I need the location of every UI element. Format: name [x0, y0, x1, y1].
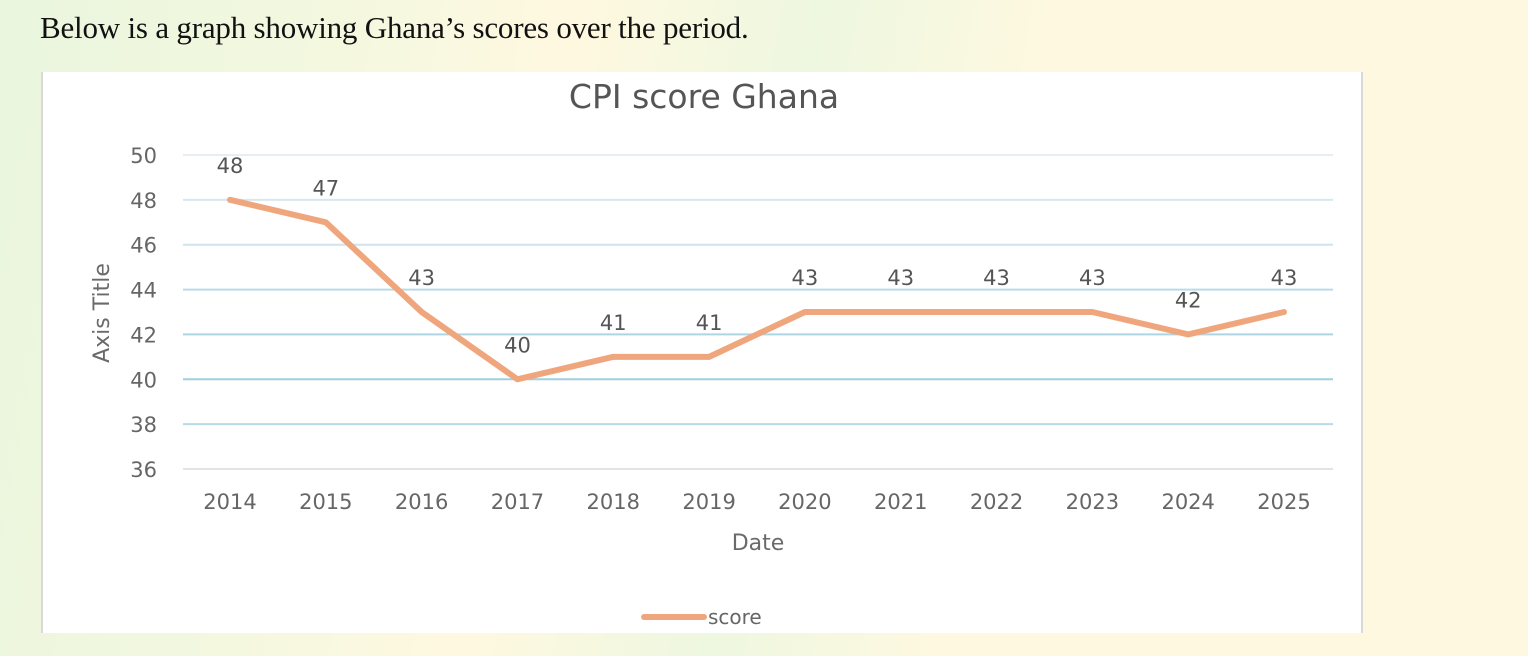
data-label: 43 — [1079, 266, 1106, 290]
chart-container: CPI score Ghana 50 48 46 44 42 40 38 36 2014 201… — [41, 72, 1363, 633]
legend-label: score — [708, 605, 762, 629]
gridlines — [183, 154, 1333, 470]
data-label: 41 — [600, 311, 627, 335]
data-label: 43 — [408, 266, 435, 290]
x-tick-label: 2015 — [299, 490, 352, 514]
y-tick-label: 36 — [130, 458, 157, 482]
y-axis-ticks: 50 48 46 44 42 40 38 36 — [130, 144, 157, 482]
x-tick-label: 2025 — [1257, 490, 1310, 514]
y-tick-label: 50 — [130, 144, 157, 168]
y-tick-label: 46 — [130, 234, 157, 258]
data-label: 43 — [983, 266, 1010, 290]
x-tick-label: 2024 — [1161, 490, 1214, 514]
data-label: 41 — [696, 311, 723, 335]
data-label: 47 — [312, 176, 339, 200]
intro-text: Below is a graph showing Ghana’s scores … — [40, 10, 749, 45]
x-tick-label: 2022 — [970, 490, 1023, 514]
y-tick-label: 42 — [130, 323, 157, 347]
data-label: 43 — [1271, 266, 1298, 290]
legend: score — [641, 605, 762, 629]
x-axis-ticks: 2014 2015 2016 2017 2018 2019 2020 2021 2022 2023… — [203, 490, 1310, 514]
score-series-line — [227, 196, 1287, 383]
y-tick-label: 38 — [130, 413, 157, 437]
data-label: 43 — [792, 266, 819, 290]
y-tick-label: 40 — [130, 368, 157, 392]
x-tick-label: 2018 — [587, 490, 640, 514]
x-tick-label: 2017 — [491, 490, 544, 514]
data-label: 43 — [887, 266, 914, 290]
data-label: 42 — [1175, 288, 1202, 312]
x-axis-title: Date — [732, 531, 785, 556]
data-label: 48 — [217, 154, 244, 178]
x-tick-label: 2020 — [778, 490, 831, 514]
x-tick-label: 2021 — [874, 490, 927, 514]
data-labels: 48 47 43 40 41 41 43 43 43 43 42 43 — [217, 154, 1298, 357]
y-tick-label: 48 — [130, 189, 157, 213]
data-label: 40 — [504, 333, 531, 357]
y-axis-title: Axis Title — [90, 263, 115, 363]
x-tick-label: 2019 — [682, 490, 735, 514]
x-tick-label: 2023 — [1066, 490, 1119, 514]
x-tick-label: 2016 — [395, 490, 448, 514]
chart-title: CPI score Ghana — [569, 77, 839, 116]
y-tick-label: 44 — [130, 279, 157, 303]
x-tick-label: 2014 — [203, 490, 256, 514]
